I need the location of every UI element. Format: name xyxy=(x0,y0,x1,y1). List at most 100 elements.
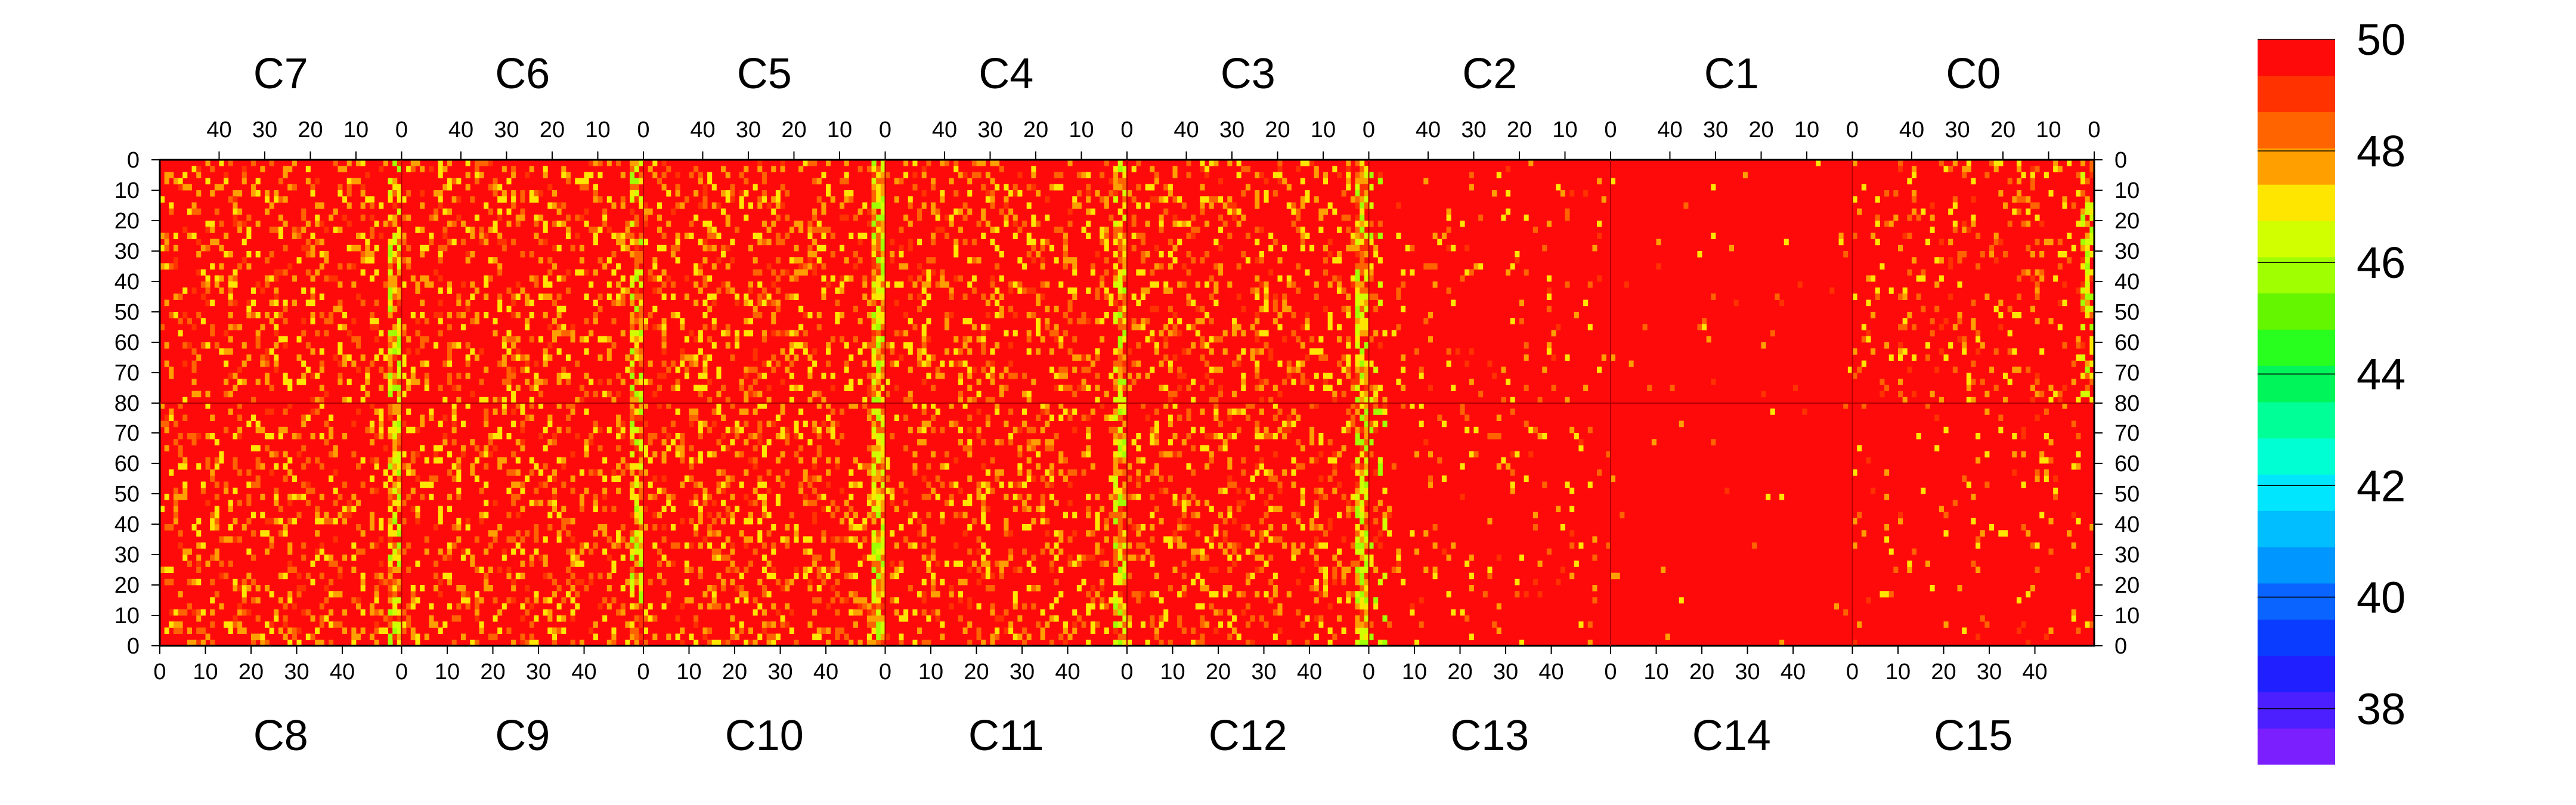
heatmap-cell xyxy=(392,221,398,227)
heatmap-cell xyxy=(329,555,334,561)
heatmap-cell xyxy=(228,251,233,258)
heatmap-cell xyxy=(264,639,270,646)
heatmap-cell xyxy=(1159,221,1164,227)
heatmap-cell xyxy=(397,615,402,622)
heatmap-cell xyxy=(816,312,822,318)
heatmap-cell xyxy=(798,305,804,312)
heatmap-cell xyxy=(597,293,603,300)
heatmap-cell xyxy=(1446,244,1451,252)
heatmap-cell xyxy=(456,196,462,203)
heatmap-cell xyxy=(844,597,849,603)
heatmap-cell xyxy=(721,487,726,494)
heatmap-cell xyxy=(757,239,763,246)
heatmap-cell xyxy=(1282,379,1287,385)
heatmap-cell xyxy=(434,561,439,567)
heatmap-cell xyxy=(474,354,479,361)
heatmap-cell xyxy=(725,475,730,482)
heatmap-cell xyxy=(721,166,726,172)
heatmap-cell xyxy=(392,426,398,434)
heatmap-cell xyxy=(643,324,649,330)
heatmap-cell xyxy=(1377,233,1383,239)
heatmap-cell xyxy=(661,324,667,330)
heatmap-cell xyxy=(1711,379,1716,385)
heatmap-cell xyxy=(634,530,639,537)
heatmap-cell xyxy=(296,379,302,385)
heatmap-cell xyxy=(816,566,822,573)
heatmap-cell xyxy=(620,244,626,252)
heatmap-cell xyxy=(388,578,393,586)
heatmap-cell xyxy=(474,287,479,294)
heatmap-cell xyxy=(292,184,297,191)
heatmap-cell xyxy=(506,330,512,337)
heatmap-cell xyxy=(761,451,767,458)
heatmap-cell xyxy=(1364,366,1369,373)
heatmap-cell xyxy=(639,585,644,592)
heatmap-cell xyxy=(1067,221,1073,227)
heatmap-cell xyxy=(652,633,658,640)
heatmap-cell xyxy=(1026,391,1032,398)
heatmap-cell xyxy=(1966,379,1971,385)
heatmap-cell xyxy=(1976,348,1981,355)
heatmap-cell xyxy=(329,318,334,324)
heatmap-cell xyxy=(196,312,202,318)
heatmap-cell xyxy=(493,433,498,439)
heatmap-cell xyxy=(210,512,215,519)
heatmap-cell xyxy=(753,597,758,603)
heatmap-cell xyxy=(1117,287,1123,294)
heatmap-cell xyxy=(2089,269,2095,276)
heatmap-cell xyxy=(406,566,411,573)
heatmap-cell xyxy=(639,275,644,282)
heatmap-cell xyxy=(415,561,420,567)
heatmap-cell xyxy=(803,330,808,337)
heatmap-cell xyxy=(1013,214,1018,221)
heatmap-cell xyxy=(2076,172,2081,178)
heatmap-cell xyxy=(1898,244,1903,252)
heatmap-cell xyxy=(785,269,790,276)
heatmap-cell xyxy=(355,233,361,239)
heatmap-cell xyxy=(1072,354,1078,361)
heatmap-cell xyxy=(639,281,644,288)
heatmap-cell xyxy=(616,475,621,482)
heatmap-cell xyxy=(620,555,626,561)
heatmap-cell xyxy=(1054,305,1059,312)
heatmap-cell xyxy=(871,160,877,166)
heatmap-cell xyxy=(451,475,457,482)
heatmap-cell xyxy=(511,172,516,178)
heatmap-cell xyxy=(479,172,484,178)
heatmap-cell xyxy=(474,475,479,482)
heatmap-cell xyxy=(1205,221,1210,227)
heatmap-cell xyxy=(880,397,886,404)
heatmap-cell xyxy=(771,621,776,628)
heatmap-cell xyxy=(534,373,539,379)
heatmap-cell xyxy=(410,487,416,494)
heatmap-cell xyxy=(940,227,945,233)
heatmap-cell xyxy=(835,633,840,640)
heatmap-cell xyxy=(1364,330,1369,337)
heatmap-cell xyxy=(1231,360,1237,367)
heatmap-cell xyxy=(871,385,877,391)
heatmap-cell xyxy=(1286,366,1292,373)
heatmap-cell xyxy=(1291,379,1296,385)
heatmap-cell xyxy=(735,506,740,512)
heatmap-cell xyxy=(725,196,730,203)
heatmap-cell xyxy=(866,221,872,227)
heatmap-cell xyxy=(1327,202,1333,209)
heatmap-cell xyxy=(1336,251,1342,258)
heatmap-cell xyxy=(219,184,224,191)
heatmap-cell xyxy=(1592,244,1597,252)
heatmap-cell xyxy=(556,615,562,622)
heatmap-cell xyxy=(1186,269,1191,276)
heatmap-cell xyxy=(365,251,370,258)
heatmap-cell xyxy=(501,548,507,555)
heatmap-cell xyxy=(1583,299,1589,306)
heatmap-cell xyxy=(990,196,995,203)
heatmap-cell xyxy=(296,227,302,233)
heatmap-cell xyxy=(684,578,689,586)
heatmap-cell xyxy=(1117,221,1123,227)
heatmap-cell xyxy=(866,633,872,640)
heatmap-cell xyxy=(283,530,288,537)
heatmap-cell xyxy=(981,160,986,166)
heatmap-cell xyxy=(397,548,402,555)
heatmap-cell xyxy=(871,251,877,258)
heatmap-cell xyxy=(237,379,243,385)
